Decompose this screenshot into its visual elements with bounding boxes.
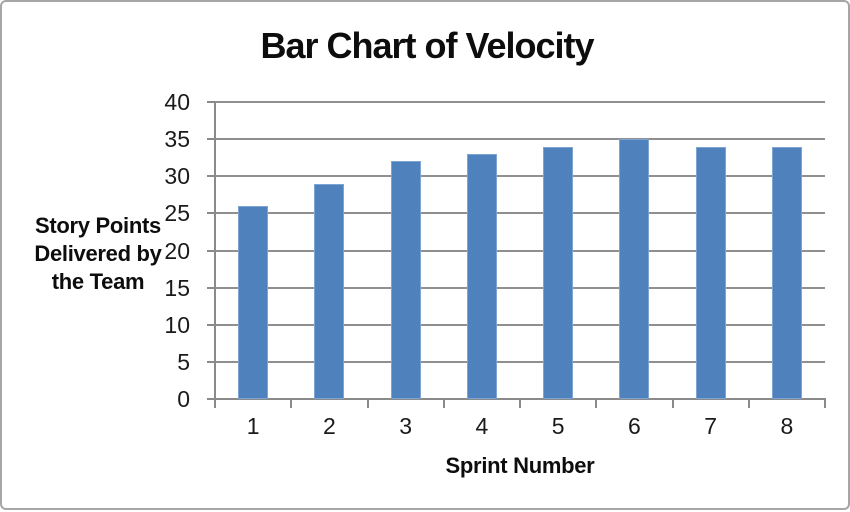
bar [238, 205, 269, 399]
y-tick-mark [207, 101, 215, 103]
x-tick-label: 5 [551, 413, 565, 439]
x-tick-mark [671, 398, 674, 408]
bar [543, 146, 574, 399]
x-tick-label: 7 [704, 413, 718, 439]
x-tick-mark [747, 398, 750, 408]
x-tick-mark [290, 398, 293, 408]
gridline [215, 212, 825, 215]
bar [314, 183, 345, 399]
x-tick-label: 3 [399, 413, 413, 439]
y-axis-title-line: Story Points [35, 213, 161, 238]
bar [619, 139, 650, 399]
x-tick-label: 6 [627, 413, 641, 439]
x-tick-mark [595, 398, 598, 408]
bar [771, 146, 802, 399]
y-tick-label: 35 [164, 126, 190, 153]
x-tick-mark [366, 398, 369, 408]
x-tick-mark [214, 398, 216, 408]
gridline [215, 101, 825, 103]
gridline [215, 175, 825, 178]
bar [695, 146, 726, 399]
y-tick-label: 25 [164, 200, 190, 227]
y-axis-title: Story Points Delivered by the Team [18, 212, 178, 296]
y-tick-mark [207, 138, 215, 141]
y-tick-label: 30 [164, 163, 190, 190]
gridline [215, 138, 825, 141]
y-tick-label: 5 [177, 348, 190, 375]
x-tick-label: 4 [475, 413, 489, 439]
gridline [215, 249, 825, 252]
y-axis-title-line: the Team [51, 269, 145, 294]
bar [466, 153, 497, 399]
y-tick-label: 40 [164, 89, 190, 115]
y-tick-mark [207, 323, 215, 326]
y-axis-title-line: Delivered by [34, 241, 162, 266]
x-tick-label: 2 [322, 413, 336, 439]
bar [390, 161, 421, 399]
y-tick-mark [207, 212, 215, 215]
y-tick-mark [207, 249, 215, 252]
y-tick-mark [207, 286, 215, 289]
y-axis-line [214, 102, 216, 401]
x-tick-label: 8 [780, 413, 794, 439]
x-axis-title: Sprint Number [445, 453, 595, 478]
x-tick-mark [824, 398, 826, 408]
y-tick-mark [207, 175, 215, 178]
y-tick-label: 15 [164, 274, 190, 301]
gridline [215, 323, 825, 326]
y-tick-label: 10 [164, 311, 190, 338]
x-tick-mark [442, 398, 445, 408]
x-tick-label: 1 [246, 413, 260, 439]
y-tick-mark [207, 360, 215, 363]
x-tick-mark [519, 398, 521, 408]
gridline [215, 286, 825, 289]
gridline [215, 360, 825, 363]
y-tick-label: 20 [164, 237, 190, 264]
y-tick-label: 0 [177, 386, 190, 412]
y-tick-mark [207, 398, 215, 400]
chart-title: Bar Chart of Velocity [260, 25, 594, 66]
